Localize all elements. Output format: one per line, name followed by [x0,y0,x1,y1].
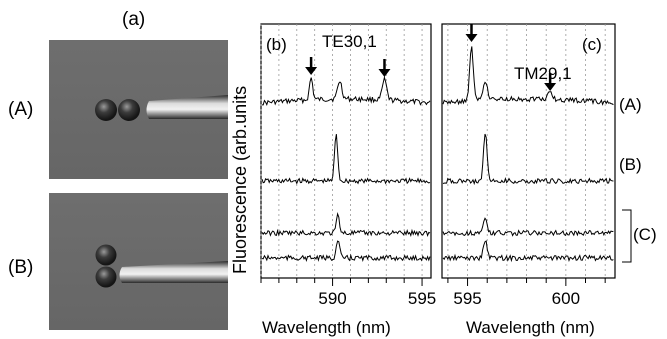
spectrum-line [442,46,614,106]
peak-arrow [544,73,557,91]
spectrum-line [262,75,431,106]
peak-arrow [465,24,478,42]
x-tick-label: 590 [318,289,346,308]
microsphere [95,99,117,121]
y-axis-label: Fluorescence (arb.units [230,86,250,274]
panel-label-c: (c) [582,35,602,54]
spectrum-line [442,217,614,237]
spectrum-line [442,133,614,186]
x-tick-label: 600 [552,289,580,308]
microsphere [95,266,117,288]
row-label-a-left: (A) [8,99,34,120]
fiber-tip [119,261,228,283]
microsphere [95,244,117,266]
group-bracket-c [622,209,632,263]
micrograph-b [49,193,228,330]
peak-arrow [378,59,391,77]
tm-mode-annotation: TM29,1 [514,64,572,83]
plot-frame [260,23,432,279]
x-axis-label-b: Wavelength (nm) [262,318,391,337]
micrograph-a [49,40,228,179]
spectrum-line [261,134,431,185]
micrograph-a-art [95,95,228,121]
row-label-b-left: (B) [8,257,34,278]
fiber-tip [146,95,228,119]
row-label-c-right: (C) [633,225,657,244]
plot-frame [441,23,616,279]
microsphere [118,99,140,121]
spectrum-panel-c: 595 600 [441,23,616,308]
micrograph-b-art [95,244,228,288]
te-mode-annotation: TE30,1 [322,32,377,51]
row-label-a-right: (A) [619,95,642,114]
x-tick-label: 595 [408,289,436,308]
row-label-b-right: (B) [619,155,642,174]
x-axis-label-c: Wavelength (nm) [466,318,595,337]
spectrum-line [442,240,614,263]
panel-label-a: (a) [122,9,146,30]
spectrum-line [261,240,431,262]
peak-arrow [305,57,318,75]
x-tick-label: 595 [453,289,481,308]
panel-label-b: (b) [266,35,287,54]
spectrum-panel-b: 590 595 [260,23,436,308]
spectrum-line [261,212,431,238]
